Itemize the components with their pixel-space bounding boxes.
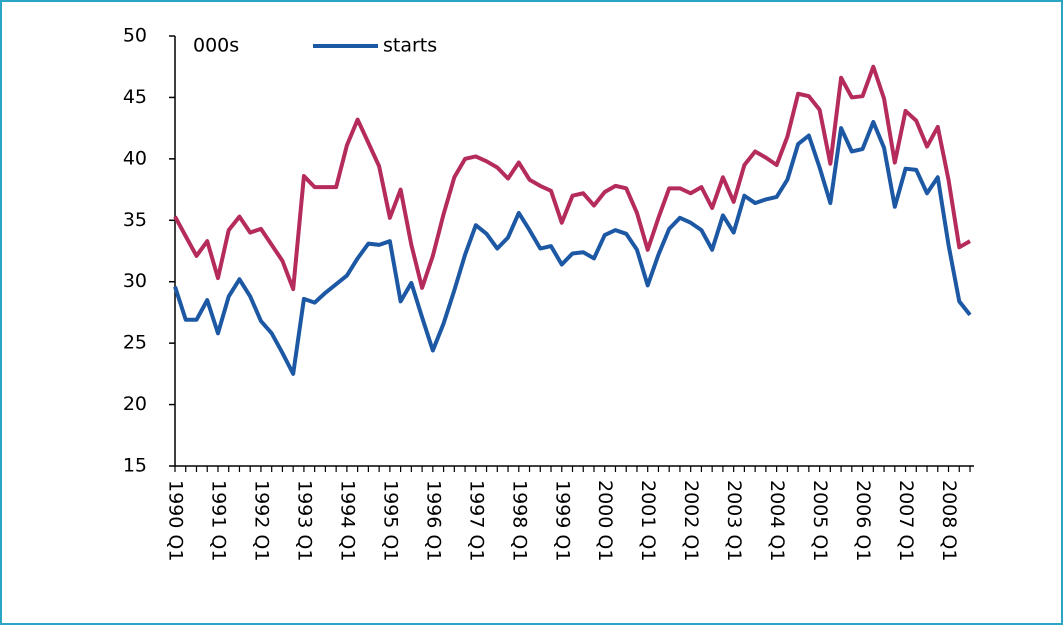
x-tick-label: 2007 Q1 [895, 480, 917, 561]
legend-label: starts [383, 35, 437, 57]
x-tick-label: 1995 Q1 [379, 480, 401, 561]
x-tick-label: 2003 Q1 [723, 480, 745, 561]
x-tick-label: 1999 Q1 [551, 480, 573, 561]
series-line [173, 64, 971, 292]
series-line [173, 120, 972, 376]
y-tick-label: 40 [123, 147, 147, 169]
x-tick-label: 1992 Q1 [250, 480, 272, 561]
x-tick-label: 1991 Q1 [207, 480, 229, 561]
x-tick-label: 2004 Q1 [766, 480, 788, 561]
y-tick-label: 15 [123, 455, 147, 477]
x-tick-label: 2002 Q1 [680, 480, 702, 561]
x-tick-label: 1998 Q1 [508, 480, 530, 561]
x-tick-label: 1990 Q1 [165, 480, 187, 561]
x-tick-label: 1997 Q1 [465, 480, 487, 561]
y-tick-label: 20 [123, 393, 147, 415]
y-tick-label: 45 [123, 86, 147, 108]
x-tick-label: 1993 Q1 [293, 480, 315, 561]
unit-annotation: 000s [193, 35, 239, 57]
y-tick-label: 35 [123, 209, 147, 231]
y-tick-label: 25 [123, 332, 147, 354]
y-tick-label: 30 [123, 270, 147, 292]
x-tick-label: 2001 Q1 [637, 480, 659, 561]
x-tick-label: 2000 Q1 [594, 480, 616, 561]
x-tick-label: 2006 Q1 [852, 480, 874, 561]
x-tick-label: 2008 Q1 [938, 480, 960, 561]
y-tick-label: 50 [123, 25, 147, 47]
x-tick-label: 2005 Q1 [809, 480, 831, 561]
x-tick-label: 1994 Q1 [336, 480, 358, 561]
x-tick-label: 1996 Q1 [422, 480, 444, 561]
